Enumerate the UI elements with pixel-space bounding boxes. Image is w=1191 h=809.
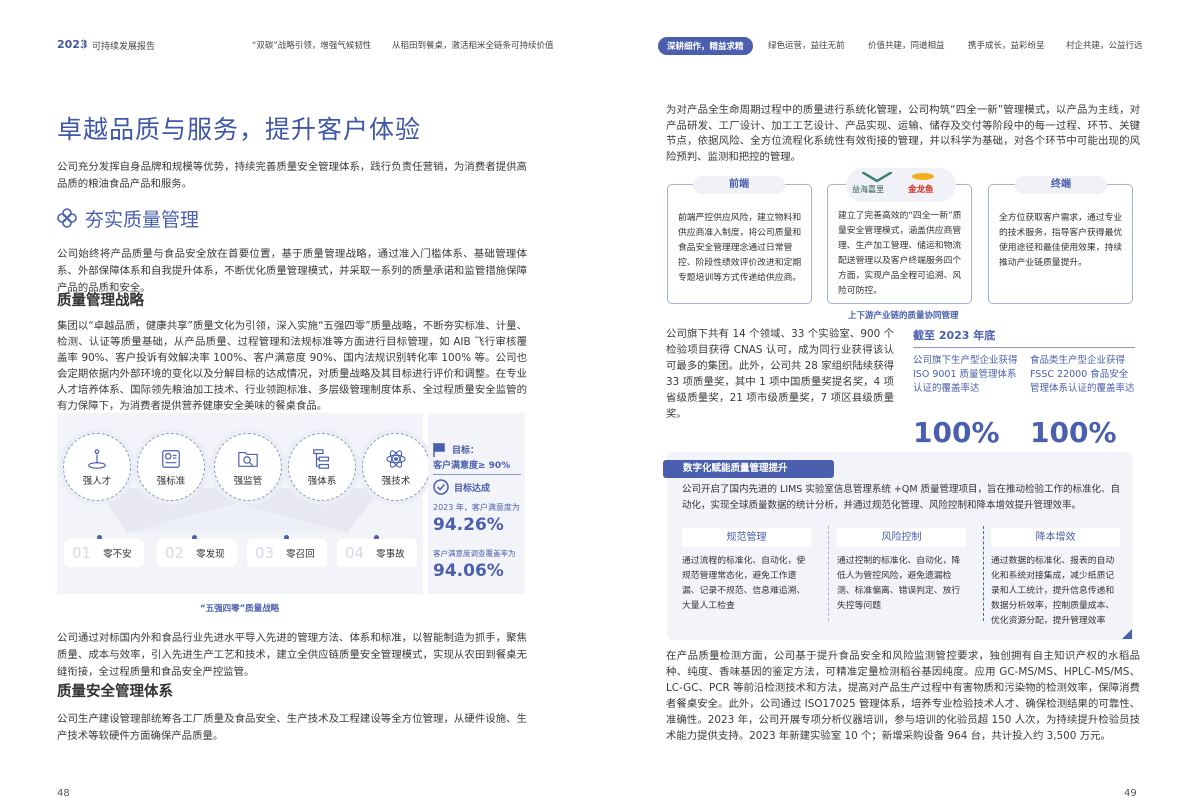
target-panel: 目标： 客户满意度≥ 90% 目标达成 2023 年，客户满意度为 94.26%… [428,413,525,594]
yihai-kerry-logo [862,172,892,182]
report-year: 2023 [57,38,88,51]
strength-item: 强人才 [63,433,131,501]
stat-value: 100% [913,416,1000,449]
digital-paragraph: 公司开启了国内先进的 LIMS 实验室信息管理系统 +QM 质量管理项目，旨在推… [682,484,1121,511]
check-circle-icon [433,479,449,495]
lab-paragraph: 公司旗下共有 14 个领域、33 个实验室、900 个检验项目获得 CNAS 认… [666,328,894,420]
stats-heading: 截至 2023 年底 [913,329,996,342]
paragraph: 公司通过对标国内外和食品行业先进水平导入先进的管理方法、体系和标准，以智能制造为… [57,632,527,678]
card-middle: 建立了完善高效的“四全一新”质量安全管理模式，涵盖供应商管理、生产加工管理、储运… [827,184,972,304]
section-paragraph: 公司始终将产品质量与食品安全放在首要位置，基于质量管理战略，通过准入门槛体系、基… [57,248,527,294]
logo-badge: 益海嘉里 金龙鱼 [846,168,956,202]
person-icon [88,448,106,469]
system-paragraph: 公司生产建设管理部统筹各工厂质量及食品安全、生产技术及工程建设等全方位管理，从硬… [57,713,527,742]
corner-mark-icon [1122,629,1132,639]
hierarchy-icon [313,448,330,469]
stat-value: 100% [1030,416,1117,449]
achieved-label: 目标达成 [454,484,491,494]
divider [83,38,84,50]
folder-search-icon [238,451,258,467]
target-label: 目标： [452,446,480,456]
nav-item[interactable]: 从稻田到餐桌，激活稻米全链条可持续价值 [392,41,554,51]
stat-label: 客户满意度调查覆盖率为 [433,549,516,558]
card-end: 全方位获取客户需求，通过专业的技术服务，指导客户获得最优使用途径和最佳使用效果，… [988,184,1133,304]
zero-item: 01 零不安 [64,539,144,567]
column-title: 风险控制 [837,528,966,547]
card-front: 前端严控供应风险，建立物料和供应商准入制度，将公司质量和食品安全管理理念通过日常… [667,184,812,304]
page-title: 卓越品质与服务，提升客户体验 [57,115,422,144]
column-title: 降本增效 [991,528,1120,547]
strength-item: 强体系 [288,433,356,501]
digital-title: 数字化赋能质量管理提升 [663,460,834,478]
page-number: 48 [57,788,70,799]
digital-box: 公司开启了国内先进的 LIMS 实验室信息管理系统 +QM 质量管理项目，旨在推… [667,452,1133,640]
strength-item: 强技术 [362,433,430,501]
testing-paragraph: 在产品质量检测方面，公司基于提升食品安全和风险监测管控要求，独创拥有自主知识产权… [666,650,1140,742]
strength-item: 强监管 [214,433,282,501]
page-number: 49 [1124,788,1137,799]
intro-paragraph: 公司充分发挥自身品牌和规模等优势，持续完善质量安全管理体系，践行负责任营销，为消… [57,161,527,190]
five-strengths-diagram: 强人才 强标准 强监管 强体系 强技术 01 零不安 02 零发现 03 零召回 04… [57,413,430,594]
card-tab: 前端 [693,176,785,194]
standard-doc-icon [162,449,180,468]
column-text: 通过流程的标准化、自动化，使规范管理常态化，避免工作遗漏、记录不规范、信息难追溯… [682,556,806,611]
stat-value: 94.06% [433,561,504,581]
column-title: 规范管理 [682,528,811,547]
stat-label: 2023 年，客户满意度为 [433,503,520,512]
atom-icon [386,449,406,468]
nav-item[interactable]: 价值共建，同道相益 [868,41,945,51]
stat-label: 食品类生产型企业获得 FSSC 22000 食品安全管理体系认证的覆盖率达 [1030,355,1135,394]
diagram-caption: “五强四零”质量战略 [200,604,280,614]
system-heading: 质量安全管理体系 [57,684,173,700]
nav-item[interactable]: 携手成长，益彩纷呈 [968,41,1045,51]
target-value: 客户满意度≥ 90% [433,461,511,471]
card-tab: 终端 [1015,176,1107,194]
report-name: 可持续发展报告 [92,42,156,52]
flower-icon [57,208,77,228]
strength-item: 强标准 [137,433,205,501]
strategy-heading: 质量管理战略 [57,293,144,309]
nav-item[interactable]: “双碳”战略引领，增强气候韧性 [252,41,372,51]
nav-item-active[interactable]: 深耕细作，精益求精 [658,37,753,55]
column-text: 通过控制的标准化、自动化，降低人为管控风险，避免遗漏检测、标准偏离、错误判定、放… [837,556,961,611]
cards-caption: 上下游产业链的质量协同管理 [848,311,959,321]
strategy-paragraph: 集团以“卓越品质，健康共享”质量文化为引领，深入实施“五强四零”质量战略，不断夯… [57,320,527,412]
section-heading: 夯实质量管理 [85,209,200,231]
intro-paragraph: 为对产品全生命周期过程中的质量进行系统化管理，公司构筑“四全一新”管理模式，以产… [666,104,1140,163]
stat-value: 94.26% [433,515,504,535]
stat-label: 公司旗下生产型企业获得 ISO 9001 质量管理体系认证的覆盖率达 [913,355,1018,394]
nav-item[interactable]: 绿色运营，益往无前 [768,41,845,51]
nav-item[interactable]: 村企共建，公益行远 [1066,41,1143,51]
zero-item: 03 零召回 [247,539,327,567]
zero-item: 02 零发现 [157,539,237,567]
flag-icon [433,443,445,457]
zero-item: 04 零事故 [337,539,417,567]
column-text: 通过数据的标准化、报表的自动化和系统对接集成，减少纸质记录和人工统计，提升信息传… [991,556,1115,626]
